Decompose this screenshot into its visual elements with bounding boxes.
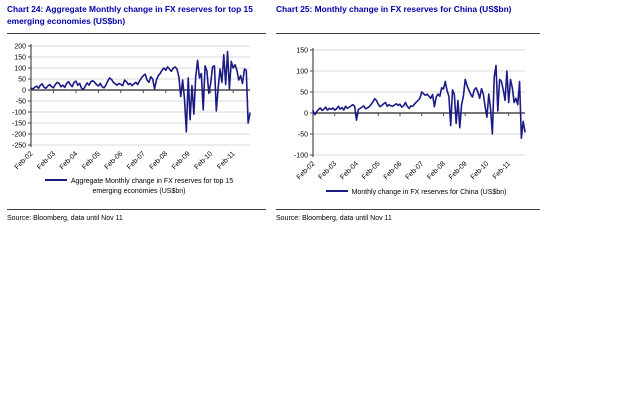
- svg-text:Feb-06: Feb-06: [383, 160, 404, 181]
- svg-text:-250: -250: [12, 142, 26, 149]
- svg-text:-100: -100: [294, 152, 308, 159]
- svg-text:-50: -50: [16, 98, 26, 105]
- svg-text:Feb-07: Feb-07: [126, 150, 147, 171]
- svg-text:Feb-04: Feb-04: [59, 150, 80, 171]
- svg-text:0: 0: [304, 110, 308, 117]
- svg-text:Feb-06: Feb-06: [104, 150, 125, 171]
- chart25-title-divider: [276, 33, 540, 34]
- svg-text:Feb-09: Feb-09: [171, 150, 192, 171]
- chart25-legend: Monthly change in FX reserves for China …: [306, 188, 526, 198]
- svg-text:150: 150: [14, 54, 26, 61]
- svg-text:100: 100: [296, 68, 308, 75]
- svg-text:Feb-05: Feb-05: [81, 150, 102, 171]
- svg-text:Feb-10: Feb-10: [193, 150, 214, 171]
- svg-text:Feb-08: Feb-08: [426, 160, 447, 181]
- svg-text:100: 100: [14, 65, 26, 72]
- chart24-title-divider: [7, 33, 266, 34]
- chart24-legend-label: Aggregate Monthly change in FX reserves …: [70, 178, 234, 195]
- svg-text:200: 200: [14, 43, 26, 50]
- svg-text:Feb-11: Feb-11: [492, 160, 512, 180]
- chart25-legend-line-swatch: [325, 189, 348, 193]
- svg-text:-150: -150: [12, 120, 26, 127]
- svg-text:Feb-08: Feb-08: [149, 150, 170, 171]
- chart25-panel: Chart 25: Monthly change in FX reserves …: [276, 0, 540, 240]
- svg-text:Feb-03: Feb-03: [36, 150, 57, 171]
- svg-text:150: 150: [296, 47, 308, 54]
- chart24-source-divider: [7, 209, 266, 210]
- chart24-legend: Aggregate Monthly change in FX reserves …: [33, 177, 245, 196]
- svg-text:Feb-09: Feb-09: [448, 160, 469, 181]
- svg-text:Feb-03: Feb-03: [318, 160, 339, 181]
- chart24-legend-line-swatch: [44, 178, 67, 182]
- chart24-panel: Chart 24: Aggregate Monthly change in FX…: [7, 0, 266, 240]
- svg-text:0: 0: [22, 87, 26, 94]
- svg-text:-200: -200: [12, 131, 26, 138]
- chart25-legend-label: Monthly change in FX reserves for China …: [351, 189, 507, 196]
- chart25-source: Source: Bloomberg, data until Nov 11: [276, 215, 392, 222]
- svg-text:Feb-05: Feb-05: [361, 160, 382, 181]
- svg-text:-100: -100: [12, 109, 26, 116]
- chart25-source-divider: [276, 209, 540, 210]
- svg-text:Feb-04: Feb-04: [339, 160, 360, 181]
- svg-text:-50: -50: [298, 131, 308, 138]
- svg-text:Feb-10: Feb-10: [470, 160, 491, 181]
- chart24-source: Source: Bloomberg, data until Nov 11: [7, 215, 123, 222]
- svg-text:Feb-02: Feb-02: [14, 150, 35, 171]
- svg-text:Feb-02: Feb-02: [296, 160, 317, 181]
- chart24-title: Chart 24: Aggregate Monthly change in FX…: [7, 4, 253, 26]
- chart25-title: Chart 25: Monthly change in FX reserves …: [276, 4, 512, 14]
- svg-text:50: 50: [300, 89, 308, 96]
- svg-text:Feb-07: Feb-07: [404, 160, 425, 181]
- svg-text:50: 50: [18, 76, 26, 83]
- svg-text:Feb-11: Feb-11: [216, 150, 236, 170]
